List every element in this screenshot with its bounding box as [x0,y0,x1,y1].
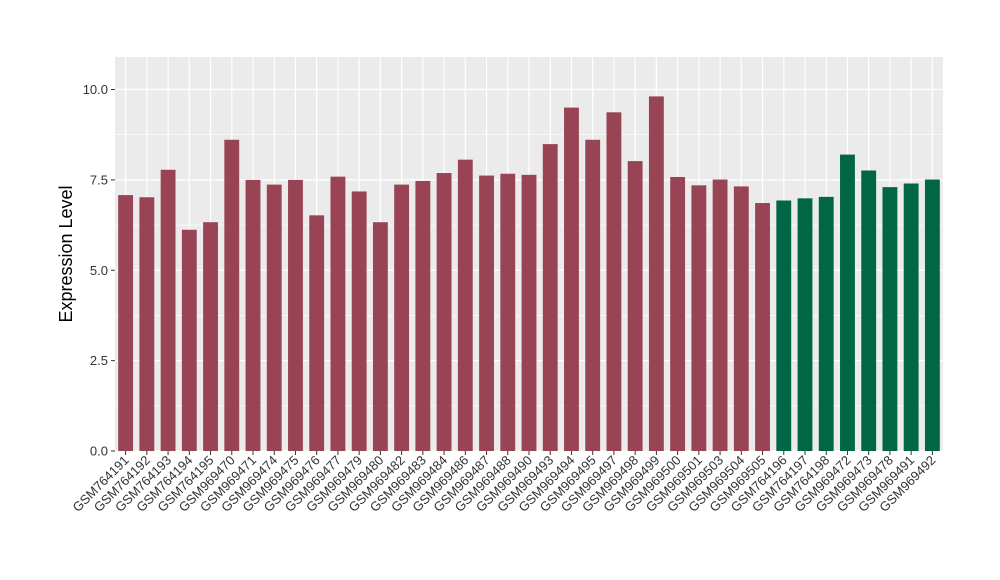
bar-GSM969505 [755,203,770,451]
bar-GSM969491 [903,183,919,451]
bar-GSM969504 [733,186,749,451]
bar-GSM969500 [670,177,686,452]
bar-GSM764198 [818,196,834,451]
bar-GSM764194 [181,229,197,451]
bar-GSM969486 [457,159,473,452]
bar-GSM969470 [224,139,240,451]
bar-GSM764196 [776,200,792,451]
bar-GSM764192 [139,197,155,451]
bar-GSM969475 [288,179,303,451]
bar-GSM969472 [840,154,855,452]
bar-GSM969499 [648,96,664,452]
bar-GSM969473 [861,170,877,451]
bar-GSM969490 [521,174,537,451]
bar-GSM969478 [882,187,898,452]
y-tick-label: 7.5 [90,172,108,187]
y-tick-label: 10.0 [83,82,108,97]
bar-GSM969492 [924,179,940,452]
bar-GSM764191 [118,195,134,451]
bar-GSM764193 [160,169,176,451]
bar-GSM969477 [330,176,346,451]
bar-GSM764195 [203,222,218,451]
bar-GSM969488 [500,173,516,451]
bar-GSM969495 [585,139,601,451]
x-axis: GSM764191GSM764192GSM764193GSM764194GSM7… [70,451,939,515]
bar-GSM969474 [266,184,282,452]
bar-GSM969503 [712,179,728,452]
bar-GSM969479 [351,191,367,451]
bar-GSM969484 [436,173,452,451]
bar-GSM969471 [245,179,261,451]
y-tick-label: 0.0 [90,444,108,459]
bar-GSM969483 [415,180,431,451]
bar-GSM969493 [542,144,558,451]
bar-GSM969480 [372,222,388,451]
y-axis-title: Expression Level [56,185,76,322]
bar-GSM969497 [606,112,622,451]
bar-GSM969494 [564,107,579,452]
bar-GSM969498 [627,161,643,451]
bar-GSM969476 [309,215,325,451]
y-axis: 0.0 2.5 5.0 7.5 10.0 [83,82,115,459]
bar-GSM969501 [691,185,707,451]
bar-GSM764197 [797,198,813,451]
y-tick-label: 2.5 [90,353,108,368]
y-tick-label: 5.0 [90,263,108,278]
bar-GSM969482 [394,184,410,452]
bars [118,96,940,452]
bar-GSM969487 [479,175,494,451]
